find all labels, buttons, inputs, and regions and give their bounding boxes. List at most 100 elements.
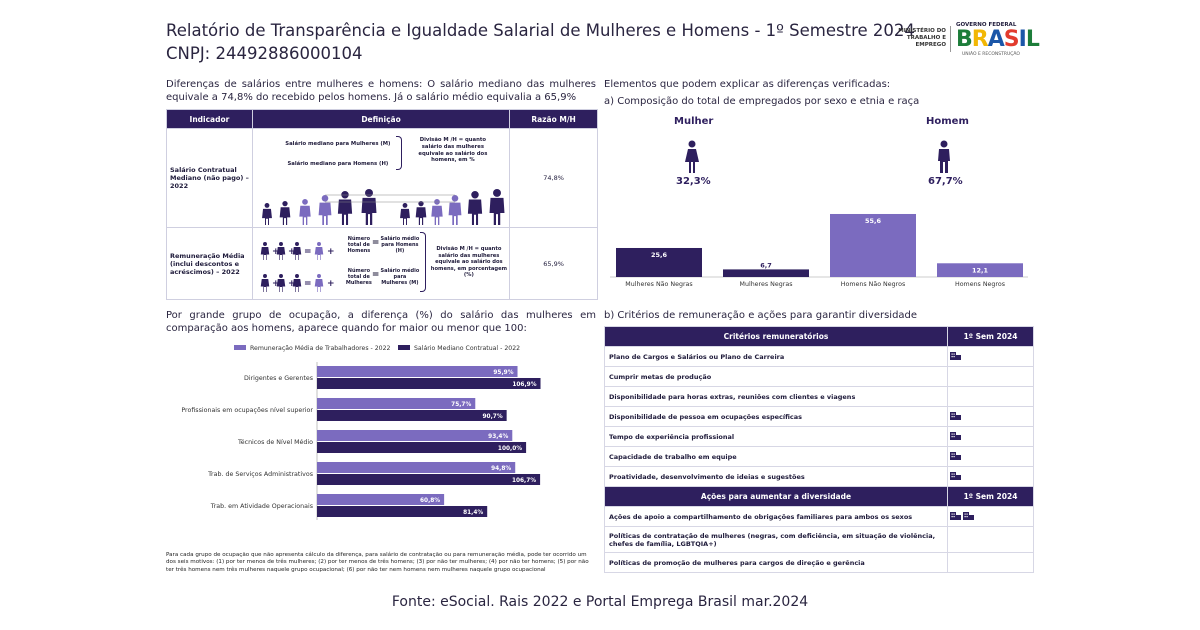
ethnicity-bar-chart: 25,6 Mulheres Não Negras 6,7 Mulheres Negra…	[610, 213, 1028, 288]
occupation-value-label: 106,9%	[512, 382, 536, 388]
company-icon	[950, 412, 961, 420]
table-row: Capacidade de trabalho em equipe	[604, 446, 1034, 467]
composition-category-label: Homens Negros	[955, 281, 1005, 288]
occupation-bar-chart: Remuneração Média de Trabalhadores - 202…	[181, 344, 541, 520]
salary-intro: Diferenças de salários entre mulheres e …	[166, 79, 596, 103]
person-icon	[276, 242, 286, 260]
person-icon	[292, 242, 302, 260]
criteria-check-cell	[947, 446, 1034, 467]
composition-category-label: Mulheres Negras	[740, 281, 793, 288]
criteria-label: Plano de Cargos e Salários ou Plano de C…	[604, 346, 948, 367]
ratio-median: 74,8%	[509, 128, 598, 228]
elements-intro: Elementos que podem explicar as diferenç…	[604, 79, 891, 90]
person-icon	[299, 199, 311, 225]
equals-sign: =	[304, 279, 312, 289]
occupation-value-label: 95,9%	[493, 370, 513, 376]
person-icon	[276, 274, 286, 292]
composition-bar	[830, 213, 916, 277]
person-icon	[260, 242, 270, 260]
occupation-value-label: 81,4%	[463, 510, 483, 516]
person-icon	[489, 189, 505, 225]
women-percent: 32,3%	[676, 176, 711, 187]
person-icon	[314, 242, 324, 260]
woman-icon	[685, 140, 699, 173]
company-icon	[950, 452, 961, 460]
th-definicao: Definição	[251, 109, 511, 129]
occupation-bar	[317, 378, 541, 389]
occupation-bar	[317, 494, 445, 505]
occupation-value-label: 94,8%	[491, 466, 511, 472]
criteria-check-cell	[947, 466, 1034, 487]
criteria-check-cell	[947, 386, 1034, 407]
composition-bar	[616, 247, 702, 277]
def-median-note: Divisão M /H = quanto salário das mulher…	[418, 137, 488, 164]
table-row: Disponibilidade de pessoa em ocupações e…	[604, 406, 1034, 427]
criteria-table: Critérios remuneratórios 1º Sem 2024 Pla…	[604, 326, 1034, 573]
table-row: Políticas de contratação de mulheres (ne…	[604, 526, 1034, 553]
cnpj-label: CNPJ: 24492886000104	[166, 44, 363, 63]
occupation-category-label: Trab. de Serviços Administrativos	[207, 471, 313, 478]
table-row: Remuneração Média (inclui descontos e ac…	[166, 227, 598, 300]
brace-median	[395, 136, 402, 170]
table-row: Políticas de promoção de mulheres para c…	[604, 552, 1034, 573]
def-total-men: Número total de Homens	[347, 236, 371, 254]
company-icon	[950, 352, 961, 360]
occupation-value-label: 100,0%	[498, 446, 522, 452]
composition-value-label: 6,7	[760, 261, 772, 269]
action-label: Políticas de contratação de mulheres (ne…	[604, 526, 948, 553]
ratio-average: 65,9%	[509, 227, 598, 300]
company-icon	[950, 432, 961, 440]
criteria-label: Tempo de experiência profissional	[604, 426, 948, 447]
plus-sign: +	[272, 279, 280, 289]
company-icon	[950, 472, 961, 480]
man-icon	[938, 140, 950, 173]
plus-sign: +	[288, 279, 296, 289]
criteria-check-cell	[947, 366, 1034, 387]
action-check-cell	[947, 552, 1034, 573]
composition-bar	[723, 269, 809, 277]
ministry-logo-text: MINISTÉRIO DO TRABALHO E EMPREGO	[898, 28, 946, 48]
legend-label: Remuneração Média de Trabalhadores - 202…	[250, 344, 391, 352]
person-icon	[361, 189, 377, 225]
person-icon	[261, 203, 272, 225]
plus-sign: +	[327, 279, 335, 289]
brace-average	[419, 232, 426, 292]
occupation-bar	[317, 462, 516, 473]
person-icon	[292, 274, 302, 292]
occupation-value-label: 60,8%	[420, 498, 440, 504]
group-intro: Por grande grupo de ocupação, a diferenç…	[166, 310, 596, 334]
logo-divider	[950, 26, 951, 52]
table-row: Plano de Cargos e Salários ou Plano de C…	[604, 346, 1034, 367]
action-check-cell	[947, 526, 1034, 553]
criteria-check-cell	[947, 346, 1034, 367]
person-icon	[314, 274, 324, 292]
composition-title: a) Composição do total de empregados por…	[604, 96, 920, 107]
occupation-category-label: Técnicos de Nível Médio	[237, 438, 313, 446]
occupation-bar	[317, 430, 513, 441]
legend-label: Salário Mediano Contratual - 2022	[414, 344, 520, 352]
source-footer: Fonte: eSocial. Rais 2022 e Portal Empre…	[391, 594, 809, 610]
person-icon	[318, 195, 332, 225]
occupation-value-label: 93,4%	[488, 434, 508, 440]
women-label: Mulher	[674, 116, 714, 127]
actions-header: Ações para aumentar a diversidade	[604, 486, 948, 507]
person-icon	[260, 274, 270, 292]
indicator-average: Remuneração Média (inclui descontos e ac…	[166, 227, 253, 300]
criteria-col-header: 1º Sem 2024	[947, 326, 1034, 347]
criteria-label: Proatividade, desenvolvimento de ideias …	[604, 466, 948, 487]
def-sal-men: Salário médio para Homens (H)	[380, 236, 420, 254]
occupation-bar	[317, 366, 518, 377]
def-median-women: Salário mediano para Mulheres (M)	[285, 141, 391, 147]
occupation-bar	[317, 506, 488, 517]
median-people-figure	[261, 189, 505, 225]
criteria-label: Disponibilidade para horas extras, reuni…	[604, 386, 948, 407]
def-median-men: Salário mediano para Homens (H)	[287, 161, 389, 167]
composition-bar	[937, 263, 1023, 277]
plus-sign: +	[272, 247, 280, 257]
table-row: Disponibilidade para horas extras, reuni…	[604, 386, 1034, 407]
composition-category-label: Homens Não Negros	[841, 281, 905, 288]
person-icon	[399, 203, 410, 225]
def-sal-women: Salário médio para Mulheres (M)	[380, 268, 420, 286]
definition-average: + + = + + + = + Número total de Homens = Salári…	[251, 227, 511, 300]
indicator-table: Indicador Definição Razão M/H Salário Co…	[166, 109, 598, 300]
